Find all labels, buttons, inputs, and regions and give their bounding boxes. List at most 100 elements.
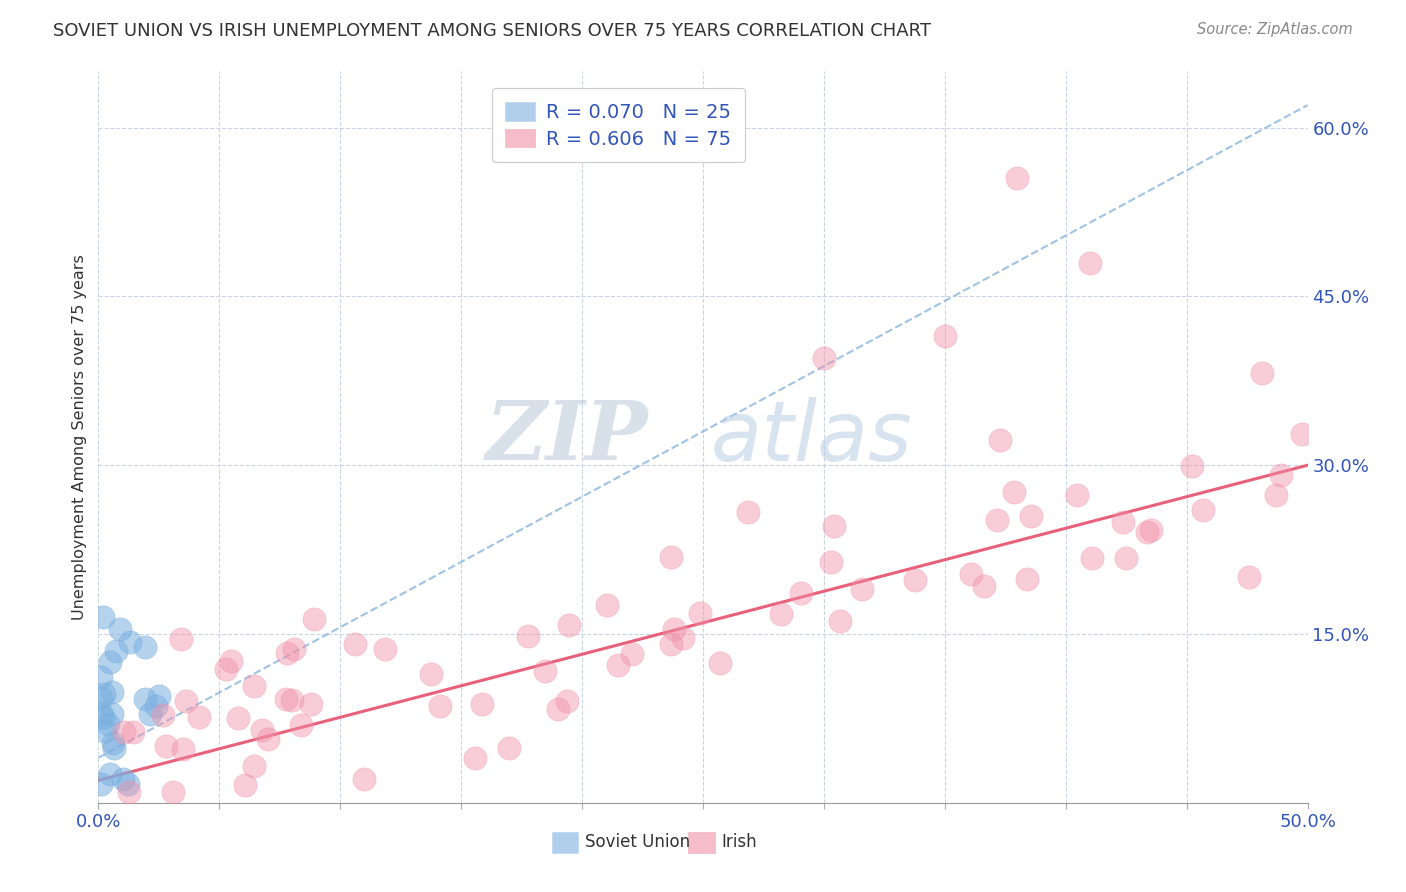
Point <box>934 328 956 343</box>
Point <box>98 655 121 669</box>
Point <box>97 716 120 731</box>
Point <box>1015 572 1038 586</box>
Point <box>134 691 156 706</box>
Point <box>90 777 112 791</box>
Point <box>118 635 141 649</box>
Point <box>420 667 443 681</box>
Point <box>820 555 842 569</box>
Point <box>1270 467 1292 482</box>
Point <box>823 519 845 533</box>
Point <box>659 637 682 651</box>
Point <box>276 647 298 661</box>
Point <box>219 654 242 668</box>
Point <box>1180 458 1202 473</box>
Point <box>973 579 995 593</box>
Point <box>709 656 731 670</box>
Point <box>621 648 644 662</box>
Point <box>281 693 304 707</box>
Point <box>606 658 628 673</box>
Point <box>662 622 685 636</box>
Point <box>103 740 125 755</box>
Point <box>1140 524 1163 538</box>
Point <box>112 772 135 787</box>
Point <box>110 623 132 637</box>
Point <box>148 689 170 703</box>
Point <box>90 706 112 721</box>
Point <box>689 606 711 620</box>
Point <box>1291 427 1313 442</box>
Point <box>813 351 835 366</box>
Point <box>1115 550 1137 565</box>
Text: atlas: atlas <box>711 397 912 477</box>
Point <box>243 679 266 693</box>
Point <box>98 767 121 781</box>
Point <box>429 699 451 714</box>
Point <box>215 662 238 676</box>
Point <box>162 784 184 798</box>
Point <box>134 640 156 654</box>
Point <box>226 711 249 725</box>
Text: Source: ZipAtlas.com: Source: ZipAtlas.com <box>1197 22 1353 37</box>
Point <box>112 724 135 739</box>
Point <box>145 698 167 713</box>
Bar <box>689 832 716 853</box>
Point <box>1066 488 1088 502</box>
Point <box>547 701 569 715</box>
Point <box>1081 550 1104 565</box>
Point <box>90 670 112 684</box>
Point <box>1239 570 1261 584</box>
Point <box>374 641 396 656</box>
Point <box>1002 485 1025 500</box>
Point <box>91 710 114 724</box>
Point <box>243 759 266 773</box>
Point <box>117 784 139 798</box>
Point <box>103 736 125 750</box>
Point <box>174 694 197 708</box>
Text: Irish: Irish <box>721 833 756 851</box>
Point <box>90 690 112 705</box>
Point <box>988 434 1011 448</box>
Point <box>290 718 312 732</box>
Point <box>464 750 486 764</box>
Point <box>94 723 117 738</box>
Point <box>172 742 194 756</box>
Point <box>555 694 578 708</box>
Point <box>1112 515 1135 529</box>
Point <box>155 739 177 753</box>
Point <box>851 582 873 596</box>
Point <box>1251 366 1274 380</box>
Point <box>299 697 322 711</box>
Point <box>790 585 813 599</box>
Point <box>1136 525 1159 540</box>
Point <box>93 687 115 701</box>
Point <box>353 772 375 786</box>
Point <box>152 707 174 722</box>
Point <box>1007 171 1029 186</box>
Legend: R = 0.070   N = 25, R = 0.606   N = 75: R = 0.070 N = 25, R = 0.606 N = 75 <box>492 88 745 162</box>
Point <box>117 776 139 790</box>
Point <box>101 707 124 722</box>
Bar <box>551 832 578 853</box>
Point <box>344 637 367 651</box>
Point <box>256 731 278 746</box>
Point <box>498 740 520 755</box>
Point <box>1265 488 1288 502</box>
Point <box>302 612 325 626</box>
Point <box>904 573 927 587</box>
Point <box>516 629 538 643</box>
Point <box>960 567 983 582</box>
Point <box>558 617 581 632</box>
Text: ZIP: ZIP <box>486 397 648 477</box>
Point <box>1078 255 1101 269</box>
Point <box>101 685 124 699</box>
Text: SOVIET UNION VS IRISH UNEMPLOYMENT AMONG SENIORS OVER 75 YEARS CORRELATION CHART: SOVIET UNION VS IRISH UNEMPLOYMENT AMONG… <box>53 22 931 40</box>
Point <box>830 615 852 629</box>
Point <box>188 709 211 723</box>
Point <box>769 607 792 622</box>
Point <box>139 706 162 721</box>
Point <box>93 610 115 624</box>
Point <box>170 632 193 647</box>
Point <box>737 505 759 519</box>
Point <box>986 513 1008 527</box>
Point <box>671 632 693 646</box>
